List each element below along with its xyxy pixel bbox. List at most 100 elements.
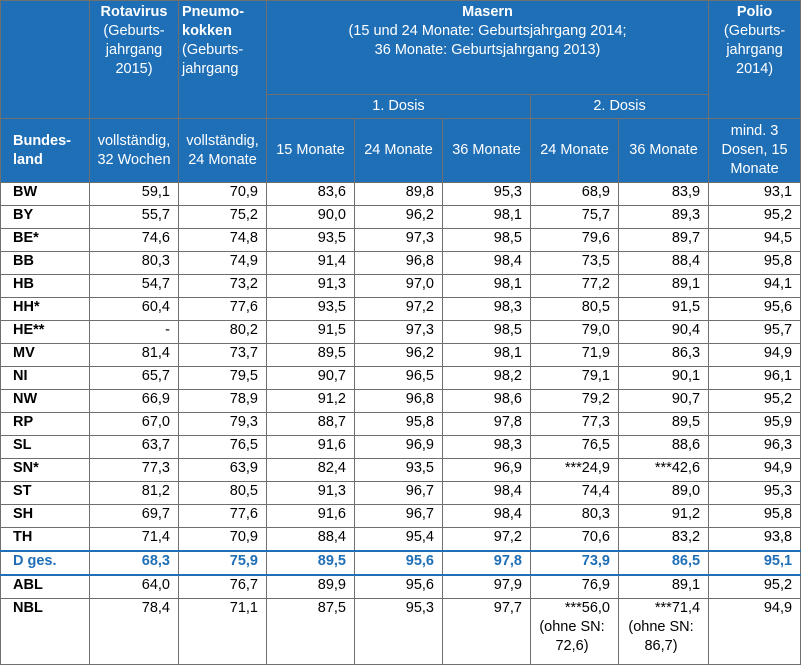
cell: ***24,9 — [530, 458, 619, 482]
table-row: NW 66,9 78,9 91,2 96,8 98,6 79,2 90,7 95… — [0, 389, 801, 413]
table-row: BW 59,1 70,9 83,6 89,8 95,3 68,9 83,9 93… — [0, 182, 801, 206]
cell: 73,9 — [530, 550, 619, 576]
cell: 77,6 — [178, 504, 267, 528]
cell: 75,7 — [530, 205, 619, 229]
cell: 95,8 — [708, 251, 801, 275]
cell: 89,9 — [266, 574, 355, 599]
land-column-header: Bundes-land — [0, 118, 90, 183]
cell: 67,0 — [89, 412, 179, 436]
cell: 98,5 — [442, 228, 531, 252]
cell: 94,9 — [708, 598, 801, 665]
cell: 98,3 — [442, 297, 531, 321]
row-label: HE** — [0, 320, 90, 344]
cell: 97,9 — [442, 574, 531, 599]
table-row: HB 54,7 73,2 91,3 97,0 98,1 77,2 89,1 94… — [0, 274, 801, 298]
cell: 91,5 — [617, 297, 710, 321]
cell: 97,8 — [442, 550, 531, 576]
cell: 89,5 — [266, 343, 355, 367]
cell: 98,6 — [442, 389, 531, 413]
cell: 74,6 — [89, 228, 179, 252]
row-label: TH — [0, 527, 90, 552]
row-label: HH* — [0, 297, 90, 321]
cell: 80,3 — [530, 504, 619, 528]
cell: 71,1 — [178, 598, 267, 665]
cell: 76,5 — [178, 435, 267, 459]
row-label: NBL — [0, 598, 90, 665]
row-label: SN* — [0, 458, 90, 482]
table-row: NI 65,7 79,5 90,7 96,5 98,2 79,1 90,1 96… — [0, 366, 801, 390]
table-row: BY 55,7 75,2 90,0 96,2 98,1 75,7 89,3 95… — [0, 205, 801, 229]
cell: 79,2 — [530, 389, 619, 413]
header-blank — [0, 0, 90, 119]
cell: 73,7 — [178, 343, 267, 367]
cell: 91,2 — [617, 504, 710, 528]
footnote-ohne-sn: (ohne SN: 72,6) — [539, 619, 605, 654]
header-masern: Masern (15 und 24 Monate: Geburtsjahrgan… — [265, 0, 710, 95]
cell: 96,7 — [354, 481, 443, 505]
cell: 76,7 — [178, 574, 267, 599]
cell: 91,2 — [266, 389, 355, 413]
cell: 86,3 — [617, 343, 710, 367]
row-label: BE* — [0, 228, 90, 252]
cell: 89,8 — [354, 182, 443, 206]
cell: 89,0 — [617, 481, 710, 505]
cell: 96,9 — [354, 435, 443, 459]
cell: 76,9 — [530, 574, 619, 599]
cell: 75,9 — [178, 550, 267, 576]
table-row: RP 67,0 79,3 88,7 95,8 97,8 77,3 89,5 95… — [0, 412, 801, 436]
cell: 89,1 — [617, 574, 710, 599]
cell: 96,8 — [354, 251, 443, 275]
cell: 88,7 — [266, 412, 355, 436]
cell: 95,2 — [708, 205, 801, 229]
cell: 71,9 — [530, 343, 619, 367]
cell: 77,3 — [89, 458, 179, 482]
cell: 90,7 — [266, 366, 355, 390]
cell: 97,3 — [354, 320, 443, 344]
cell: 98,1 — [442, 343, 531, 367]
cell: 69,7 — [89, 504, 179, 528]
cell: 93,1 — [708, 182, 801, 206]
cell: 97,2 — [442, 527, 531, 552]
cell: 63,7 — [89, 435, 179, 459]
cell: 95,8 — [354, 412, 443, 436]
cell: 94,5 — [708, 228, 801, 252]
cell: 79,3 — [178, 412, 267, 436]
row-label: BY — [0, 205, 90, 229]
header-pneumokokken: Pneumo-kokken (Geburts-jahrgang — [178, 0, 267, 119]
cell: 91,6 — [266, 435, 355, 459]
cell: 79,0 — [530, 320, 619, 344]
cell: 95,4 — [354, 527, 443, 552]
cell: 91,5 — [266, 320, 355, 344]
row-label: BW — [0, 182, 90, 206]
cell: 96,5 — [354, 366, 443, 390]
cell: 83,6 — [266, 182, 355, 206]
polio-subtitle: (Geburts-jahrgang 2014) — [723, 23, 786, 77]
cell: 79,6 — [530, 228, 619, 252]
masern-subtitle-2: 36 Monate: Geburtsjahrgang 2013) — [374, 42, 601, 58]
cell: 96,7 — [354, 504, 443, 528]
cell: 96,3 — [708, 435, 801, 459]
row-label: NI — [0, 366, 90, 390]
cell: 71,4 — [89, 527, 179, 552]
cell: 91,6 — [266, 504, 355, 528]
cell: 66,9 — [89, 389, 179, 413]
rotavirus-subtitle: (Geburts-jahrgang 2015) — [103, 23, 165, 77]
pneumokokken-title: Pneumo-kokken — [182, 4, 245, 39]
row-label: NW — [0, 389, 90, 413]
cell: 81,2 — [89, 481, 179, 505]
table-row: SH 69,7 77,6 91,6 96,7 98,4 80,3 91,2 95… — [0, 504, 801, 528]
cell: 94,9 — [708, 458, 801, 482]
cell: 80,2 — [178, 320, 267, 344]
table-row: BB 80,3 74,9 91,4 96,8 98,4 73,5 88,4 95… — [0, 251, 801, 275]
cell: 79,1 — [530, 366, 619, 390]
pneumokokken-subtitle: (Geburts-jahrgang — [182, 42, 244, 77]
cell-with-note: ***71,4 (ohne SN: 86,7) — [617, 598, 710, 665]
cell: 90,4 — [617, 320, 710, 344]
cell: 68,9 — [530, 182, 619, 206]
cell: 89,5 — [617, 412, 710, 436]
cell: 97,8 — [442, 412, 531, 436]
cell-with-note: ***56,0 (ohne SN: 72,6) — [530, 598, 619, 665]
cell: 75,2 — [178, 205, 267, 229]
cell: 68,3 — [89, 550, 179, 576]
cell: 93,5 — [266, 228, 355, 252]
